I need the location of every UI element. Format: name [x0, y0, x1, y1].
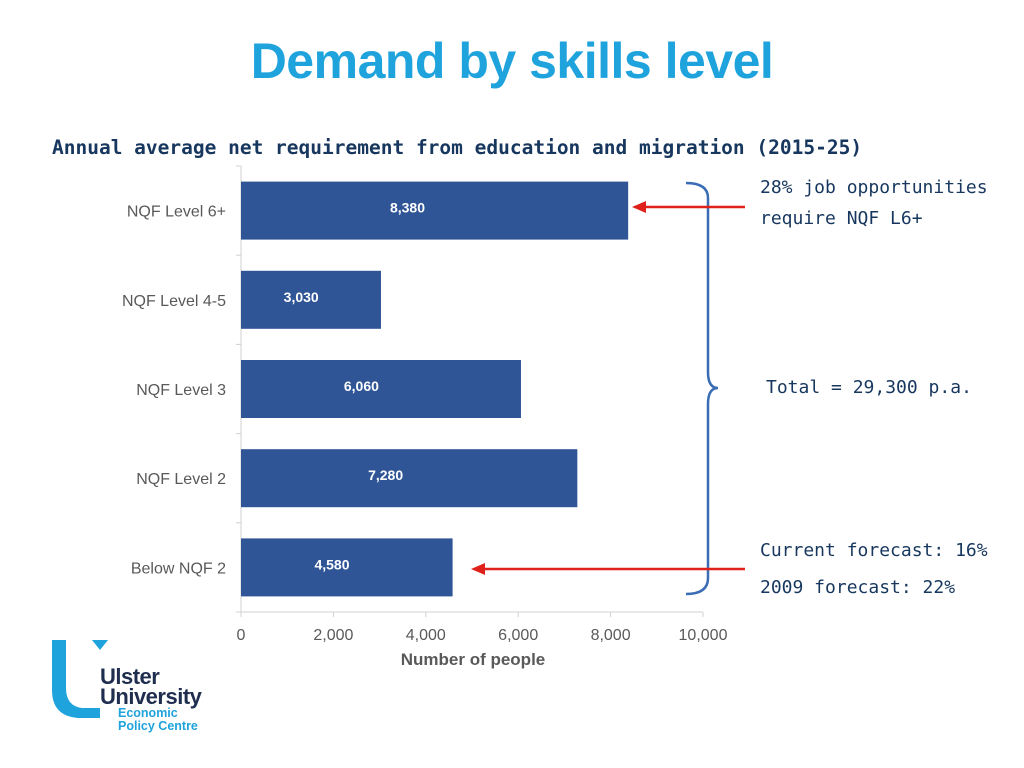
bar [241, 538, 453, 597]
bar [241, 181, 629, 240]
bar [241, 360, 521, 418]
curly-brace [685, 181, 719, 596]
logo-policy-centre: Policy Centre [118, 719, 198, 733]
page-title: Demand by skills level [250, 33, 774, 89]
y-tick-label: NQF Level 6+ [127, 204, 226, 221]
top-note: 28% job opportunities require NQF L6+ [760, 172, 988, 234]
bar [241, 449, 578, 508]
top-note-line1: 28% job opportunities [760, 177, 988, 198]
bottom-arrowhead [471, 563, 485, 575]
y-tick-label: NQF Level 3 [136, 382, 226, 399]
x-tick-label: 4,000 [406, 627, 446, 644]
data-label: 8,380 [390, 200, 425, 216]
logo-mark-icon [52, 640, 108, 718]
top-arrowhead [632, 201, 646, 213]
data-label: 4,580 [314, 556, 349, 572]
x-tick-label: 0 [237, 627, 246, 644]
data-label: 7,280 [368, 467, 403, 483]
chart-title: Annual average net requirement from educ… [52, 136, 863, 159]
x-axis-label: Number of people [401, 650, 546, 669]
data-label: 3,030 [284, 289, 319, 305]
logo-university: University [100, 684, 202, 709]
y-tick-label: Below NQF 2 [131, 560, 226, 577]
data-label: 6,060 [344, 378, 379, 394]
x-tick-label: 10,000 [679, 627, 728, 644]
bottom-note-line2: 2009 forecast: 22% [760, 577, 956, 598]
bar [241, 270, 381, 329]
bottom-note: Current forecast: 16% 2009 forecast: 22% [760, 532, 988, 606]
y-tick-label: NQF Level 4-5 [122, 293, 226, 310]
top-note-line2: require NQF L6+ [760, 208, 923, 229]
x-tick-label: 2,000 [313, 627, 353, 644]
total-note: Total = 29,300 p.a. [766, 377, 972, 398]
x-tick-label: 8,000 [591, 627, 631, 644]
logo-economic: Economic [118, 706, 178, 720]
y-tick-label: NQF Level 2 [136, 471, 226, 488]
x-tick-label: 6,000 [498, 627, 538, 644]
logo-ulster: Ulster [100, 664, 160, 689]
bottom-note-line1: Current forecast: 16% [760, 540, 988, 561]
ulster-university-logo: Ulster University Economic Policy Centre [48, 636, 208, 736]
